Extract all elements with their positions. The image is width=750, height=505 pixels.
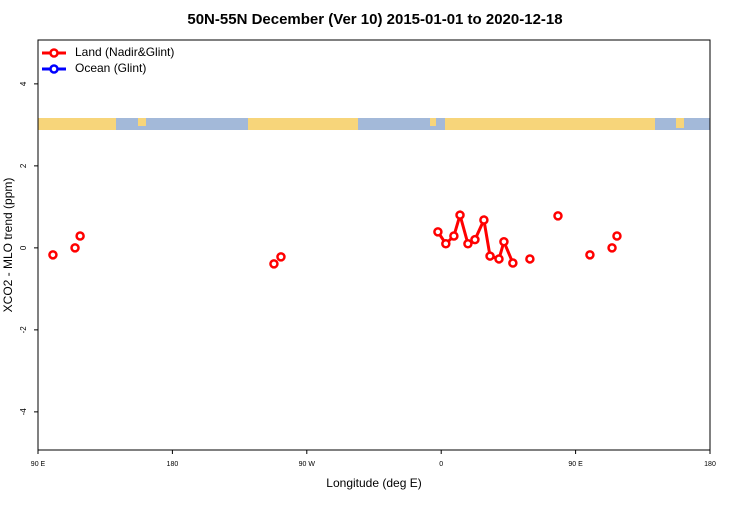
chart-title: 50N-55N December (Ver 10) 2015-01-01 to … (187, 11, 562, 28)
point (269, 259, 279, 269)
land-strip (248, 118, 358, 130)
point (70, 243, 80, 253)
point (494, 254, 504, 264)
x-tick-label: 90 E (568, 461, 583, 468)
map-strip (38, 118, 710, 130)
point (612, 231, 622, 241)
land-strip (430, 118, 436, 126)
legend-label: Ocean (Glint) (75, 61, 146, 75)
land-strip (138, 118, 146, 126)
point (485, 251, 495, 261)
land-strip (445, 118, 655, 130)
point (479, 215, 489, 225)
point (48, 250, 58, 260)
point (455, 210, 465, 220)
y-tick-label: -2 (19, 326, 28, 334)
y-tick-label: 0 (19, 245, 28, 250)
x-tick-label: 180 (704, 461, 716, 468)
x-tick-label: 90 W (299, 461, 316, 468)
land-strip (38, 118, 116, 130)
y-tick-label: 2 (19, 163, 28, 168)
legend-label: Land (Nadir&Glint) (75, 45, 174, 59)
land-strip (676, 118, 684, 128)
point (75, 231, 85, 241)
legend-marker (49, 48, 59, 58)
x-tick-label: 0 (439, 461, 443, 468)
x-tick-label: 90 E (31, 461, 46, 468)
x-tick-label: 180 (167, 461, 179, 468)
point (463, 239, 473, 249)
point (607, 243, 617, 253)
point (499, 236, 509, 247)
y-axis-label: XCO2 - MLO trend (ppm) (1, 178, 15, 313)
plot-frame (37, 39, 711, 451)
point (449, 231, 459, 241)
y-tick-label: -4 (19, 408, 28, 416)
point (585, 250, 595, 260)
point (470, 234, 480, 245)
y-tick-label: 4 (19, 81, 28, 86)
point (433, 227, 443, 237)
point (525, 254, 535, 264)
point (276, 252, 286, 262)
point (441, 239, 451, 249)
legend-marker (49, 64, 59, 74)
point (553, 211, 563, 221)
point (508, 258, 518, 268)
x-axis-label: Longitude (deg E) (326, 476, 421, 490)
